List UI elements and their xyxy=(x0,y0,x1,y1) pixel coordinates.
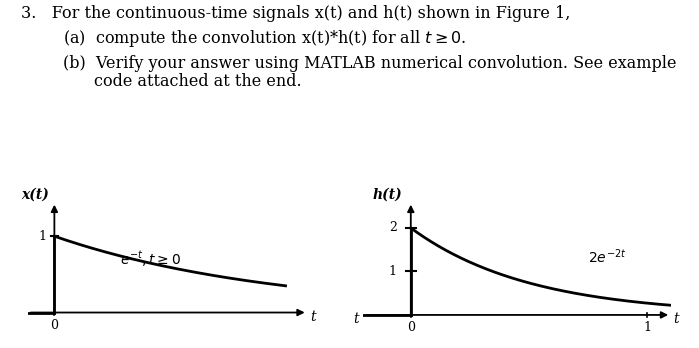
Text: h(t): h(t) xyxy=(373,188,402,202)
Text: x(t): x(t) xyxy=(22,188,50,202)
Text: 2: 2 xyxy=(389,221,396,235)
Text: t: t xyxy=(673,312,679,326)
Text: 3.   For the continuous-time signals x(t) and h(t) shown in Figure 1,: 3. For the continuous-time signals x(t) … xyxy=(21,5,570,22)
Text: code attached at the end.: code attached at the end. xyxy=(94,73,302,90)
Text: (b)  Verify your answer using MATLAB numerical convolution. See example: (b) Verify your answer using MATLAB nume… xyxy=(63,55,677,72)
Text: 0: 0 xyxy=(50,319,59,332)
Text: $2e^{-2t}$: $2e^{-2t}$ xyxy=(589,247,627,266)
Text: t: t xyxy=(310,310,315,324)
Text: 1: 1 xyxy=(38,230,47,243)
Text: $e^{-t},t \geq 0$: $e^{-t},t \geq 0$ xyxy=(120,249,181,269)
Text: t: t xyxy=(353,312,359,326)
Text: 1: 1 xyxy=(643,322,651,334)
Text: (a)  compute the convolution x(t)*h(t) for all $t \geq 0$.: (a) compute the convolution x(t)*h(t) fo… xyxy=(63,28,466,49)
Text: 1: 1 xyxy=(389,265,396,278)
Text: 0: 0 xyxy=(407,322,415,334)
